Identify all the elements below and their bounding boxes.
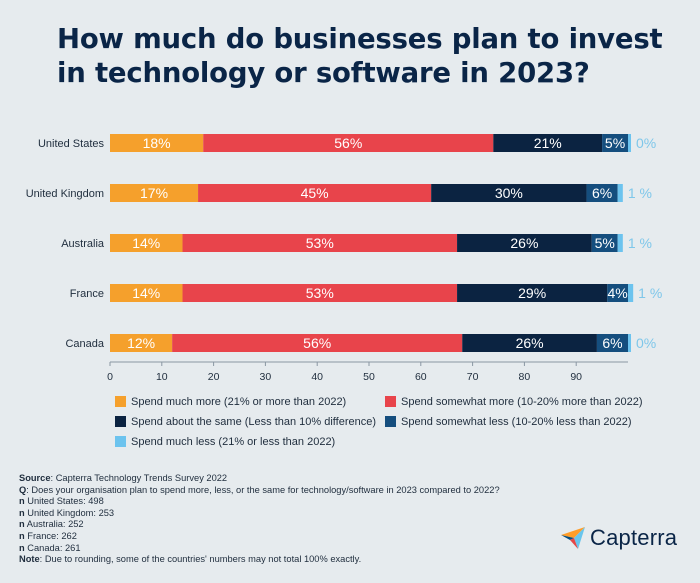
data-label: 5% bbox=[605, 135, 625, 151]
bar-segment bbox=[493, 134, 603, 152]
bar-segment bbox=[182, 284, 458, 302]
data-label: 6% bbox=[592, 185, 612, 201]
bar-segment bbox=[586, 184, 618, 202]
data-label: 26% bbox=[510, 235, 538, 251]
data-label: 30% bbox=[495, 185, 523, 201]
bar-segment bbox=[596, 334, 628, 352]
category-label: United States bbox=[38, 138, 105, 150]
source-line: Source: Capterra Technology Trends Surve… bbox=[19, 473, 228, 483]
legend-swatch bbox=[385, 416, 396, 427]
bar-segment bbox=[617, 234, 623, 252]
bar-segment bbox=[431, 184, 587, 202]
data-label: 12% bbox=[127, 335, 155, 351]
data-label: 5% bbox=[595, 235, 615, 251]
bar-segment bbox=[591, 234, 618, 252]
x-tick-label: 80 bbox=[519, 371, 531, 383]
data-label: 1 % bbox=[638, 285, 662, 301]
data-label: 18% bbox=[143, 135, 171, 151]
x-tick-label: 60 bbox=[415, 371, 427, 383]
bar-segment bbox=[182, 234, 458, 252]
data-label: 14% bbox=[132, 235, 160, 251]
legend-swatch bbox=[115, 396, 126, 407]
bar-segment bbox=[110, 234, 183, 252]
x-tick-label: 30 bbox=[260, 371, 272, 383]
capterra-arrow-logo-icon bbox=[561, 527, 585, 549]
bar-segment bbox=[628, 284, 634, 302]
bar-segment bbox=[628, 134, 631, 152]
legend-item: Spend about the same (Less than 10% diff… bbox=[115, 414, 385, 429]
legend-swatch bbox=[385, 396, 396, 407]
sample-size-line: n United States: 498 bbox=[19, 496, 104, 507]
category-label: Australia bbox=[61, 238, 105, 250]
legend-label: Spend much more (21% or more than 2022) bbox=[131, 395, 347, 408]
data-label: 21% bbox=[534, 135, 562, 151]
x-tick-label: 20 bbox=[208, 371, 220, 383]
data-label: 14% bbox=[132, 285, 160, 301]
bar-segment bbox=[602, 134, 628, 152]
chart-legend: Spend much more (21% or more than 2022) S… bbox=[115, 394, 675, 449]
data-label: 45% bbox=[301, 185, 329, 201]
legend-swatch bbox=[115, 416, 126, 427]
data-label: 6% bbox=[602, 335, 622, 351]
sample-size-line: n Canada: 261 bbox=[19, 542, 81, 553]
data-label: 29% bbox=[518, 285, 546, 301]
x-tick-label: 10 bbox=[156, 371, 168, 383]
sample-size-line: n United Kingdom: 253 bbox=[19, 507, 115, 518]
x-tick-label: 0 bbox=[107, 371, 113, 383]
category-label: France bbox=[70, 288, 104, 300]
category-label: United Kingdom bbox=[26, 188, 104, 200]
legend-item: Spend somewhat less (10-20% less than 20… bbox=[385, 414, 675, 429]
capterra-logo: Capterra bbox=[560, 525, 677, 551]
x-tick-label: 70 bbox=[467, 371, 479, 383]
data-label: 0% bbox=[636, 335, 656, 351]
bar-segment bbox=[172, 334, 463, 352]
x-tick-label: 90 bbox=[570, 371, 582, 383]
chart-title: How much do businesses plan to invest in… bbox=[57, 23, 663, 89]
x-tick-label: 40 bbox=[311, 371, 323, 383]
data-label: 1 % bbox=[628, 235, 652, 251]
brand-name: Capterra bbox=[590, 525, 678, 550]
bar-segment bbox=[462, 334, 597, 352]
bar-segment bbox=[607, 284, 628, 302]
bar-segment bbox=[110, 334, 173, 352]
x-tick-label: 50 bbox=[363, 371, 375, 383]
note-line: Note: Due to rounding, some of the count… bbox=[19, 554, 362, 565]
data-label: 26% bbox=[516, 335, 544, 351]
sample-size-line: n Australia: 252 bbox=[19, 519, 84, 530]
data-label: 53% bbox=[306, 235, 334, 251]
legend-swatch bbox=[115, 436, 126, 447]
legend-item: Spend much less (21% or less than 2022) bbox=[115, 434, 385, 449]
chart-notes: Source: Capterra Technology Trends Surve… bbox=[19, 473, 579, 566]
data-label: 17% bbox=[140, 185, 168, 201]
stacked-bar-chart: United States 18% 56% 21% 5% 0% United Kingdom… bbox=[26, 134, 662, 383]
data-label: 4% bbox=[608, 285, 628, 301]
legend-label: Spend about the same (Less than 10% diff… bbox=[131, 415, 377, 428]
legend-label: Spend much less (21% or less than 2022) bbox=[131, 435, 336, 448]
sample-size-line: n France: 262 bbox=[19, 530, 77, 541]
question-line: Q: Does your organisation plan to spend … bbox=[19, 484, 500, 495]
legend-item: Spend much more (21% or more than 2022) bbox=[115, 394, 385, 409]
data-label: 1 % bbox=[628, 185, 652, 201]
bar-segment bbox=[110, 134, 204, 152]
bar-segment bbox=[457, 234, 592, 252]
bar-segment bbox=[617, 184, 623, 202]
bar-segment bbox=[203, 134, 494, 152]
bar-segment bbox=[198, 184, 432, 202]
data-label: 0% bbox=[636, 135, 656, 151]
bar-segment bbox=[457, 284, 608, 302]
bar-segment bbox=[110, 184, 199, 202]
data-label: 56% bbox=[303, 335, 331, 351]
legend-label: Spend somewhat less (10-20% less than 20… bbox=[401, 415, 632, 428]
data-label: 56% bbox=[334, 135, 362, 151]
bar-segment bbox=[110, 284, 183, 302]
legend-item: Spend somewhat more (10-20% more than 20… bbox=[385, 394, 675, 409]
legend-label: Spend somewhat more (10-20% more than 20… bbox=[401, 395, 643, 408]
bar-segment bbox=[628, 334, 631, 352]
category-label: Canada bbox=[65, 338, 104, 350]
data-label: 53% bbox=[306, 285, 334, 301]
